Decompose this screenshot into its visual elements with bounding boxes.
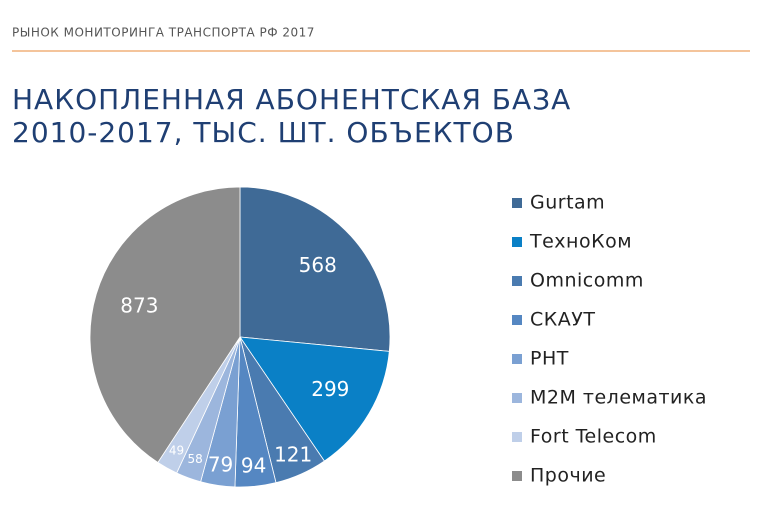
legend-swatch: [512, 315, 522, 325]
data-label: 121: [274, 443, 312, 467]
data-label: 873: [120, 293, 158, 317]
legend-label: M2M телематика: [530, 387, 707, 409]
legend-swatch: [512, 354, 522, 364]
legend-label: РНТ: [530, 348, 569, 370]
pie-slice: [89, 186, 241, 464]
legend-swatch: [512, 393, 522, 403]
page-header: РЫНОК МОНИТОРИНГА ТРАНСПОРТА РФ 2017: [12, 26, 315, 40]
data-label: 49: [169, 444, 184, 458]
legend-label: Omnicomm: [530, 270, 644, 292]
data-label: 568: [299, 253, 337, 277]
data-label: 299: [311, 377, 349, 401]
data-label: 79: [208, 453, 233, 477]
chart-title: НАКОПЛЕННАЯ АБОНЕНТСКАЯ БАЗА: [12, 83, 571, 116]
legend-swatch: [512, 432, 522, 442]
data-label: 58: [188, 452, 203, 466]
legend-swatch: [512, 471, 522, 481]
legend-swatch: [512, 276, 522, 286]
legend-swatch: [512, 237, 522, 247]
legend-label: Gurtam: [530, 192, 605, 214]
data-label: 94: [241, 453, 266, 477]
legend-swatch: [512, 198, 522, 208]
legend-label: СКАУТ: [530, 309, 595, 331]
chart-title: 2010-2017, ТЫС. ШТ. ОБЪЕКТОВ: [12, 116, 515, 149]
pie-slice: [239, 186, 391, 352]
legend-label: Fort Telecom: [530, 426, 657, 448]
legend-label: ТехноКом: [529, 231, 632, 253]
legend-label: Прочие: [530, 465, 606, 487]
pie-slice: [239, 336, 390, 462]
